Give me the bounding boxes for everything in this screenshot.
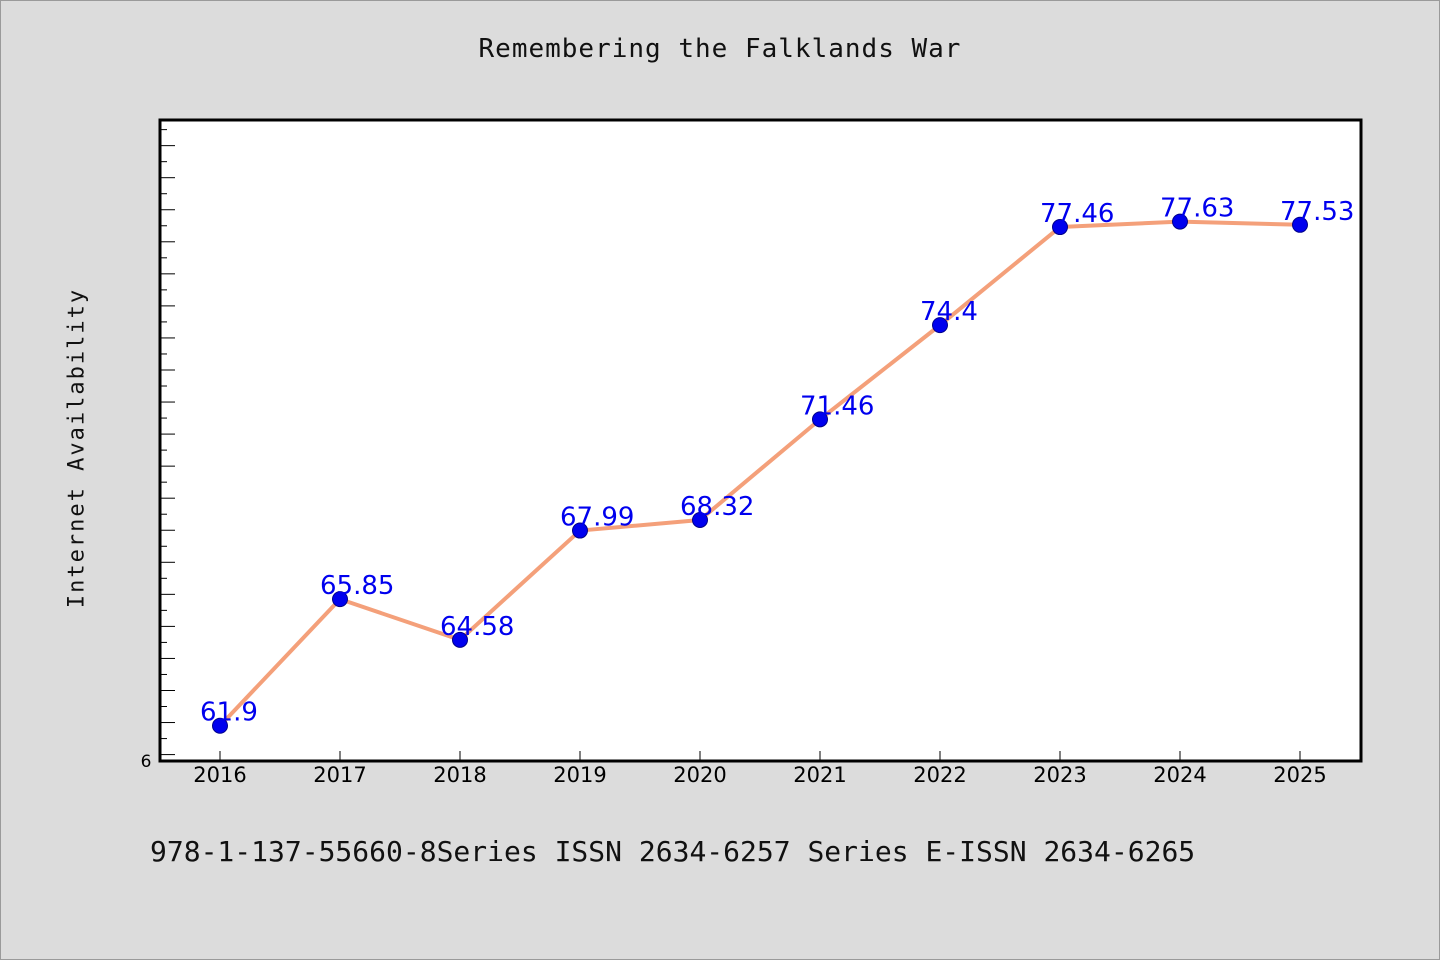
x-tick-label: 2017	[313, 763, 366, 787]
x-tick-label: 2019	[553, 763, 606, 787]
data-label: 67.99	[560, 503, 634, 533]
data-label: 61.9	[200, 698, 258, 728]
x-axis-ticks: 2016 2017 2018 2019 2020 2021 2022 2023 2024 2025	[193, 751, 1327, 787]
data-point	[1172, 213, 1188, 230]
data-label: 77.63	[1160, 194, 1234, 224]
data-point	[572, 522, 588, 539]
x-tick-label: 2022	[913, 763, 966, 787]
data-point	[692, 511, 708, 528]
data-point	[332, 591, 348, 608]
data-point	[812, 411, 828, 428]
x-tick-label: 2016	[193, 763, 246, 787]
series-line	[218, 219, 1302, 728]
x-tick-label: 2020	[673, 763, 726, 787]
x-tick-label: 2021	[793, 763, 846, 787]
y-axis-label: Internet Availability	[64, 287, 90, 609]
data-label: 71.46	[800, 391, 874, 421]
data-label: 65.85	[320, 571, 394, 601]
data-point	[932, 317, 948, 334]
plot-area	[158, 118, 1363, 763]
y-tick-label: 6	[141, 752, 152, 772]
data-point	[212, 717, 228, 734]
data-point	[1292, 216, 1308, 233]
data-point	[1052, 219, 1068, 236]
data-label: 77.46	[1040, 199, 1114, 229]
data-point	[452, 631, 468, 648]
data-label: 68.32	[680, 492, 754, 522]
series-layer: 61.9 65.85 64.58 67.99 68.32 71.46 74.4 77.46 77…	[200, 194, 1354, 734]
data-label: 77.53	[1280, 197, 1354, 227]
data-label: 64.58	[440, 612, 514, 642]
data-label: 74.4	[920, 297, 978, 327]
footer-note: 978-1-137-55660-8Series ISSN 2634-6257 S…	[150, 835, 1196, 868]
x-tick-label: 2018	[433, 763, 486, 787]
x-tick-label: 2023	[1033, 763, 1086, 787]
x-tick-label: 2025	[1273, 763, 1326, 787]
x-tick-label: 2024	[1153, 763, 1206, 787]
chart-title: Remembering the Falklands War	[478, 34, 962, 64]
y-axis-ticks: 6	[141, 129, 175, 772]
